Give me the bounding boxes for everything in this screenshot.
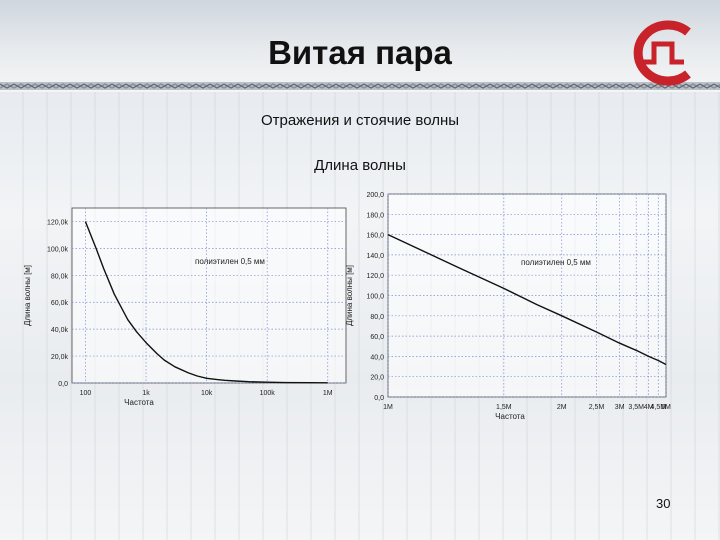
y-tick-label: 60,0k: [51, 300, 69, 307]
plot-frame: [71, 207, 347, 384]
y-tick-label: 20,0: [370, 375, 384, 382]
slide-header: [0, 0, 720, 92]
y-tick-label: 80,0: [370, 314, 384, 321]
section-heading: Длина волны: [314, 157, 406, 174]
header-rope-divider: [0, 82, 720, 90]
y-tick-label: 100,0: [366, 294, 384, 301]
x-tick-label: 3,5M: [628, 404, 644, 411]
x-tick-label: 100: [80, 390, 92, 397]
x-tick-label: 1,5M: [496, 404, 512, 411]
y-tick-label: 20,0k: [51, 354, 69, 361]
y-tick-label: 120,0: [366, 273, 384, 280]
y-axis-label: Длина волны [м]: [345, 265, 354, 326]
y-tick-label: 0,0: [374, 395, 384, 402]
y-tick-label: 60,0: [370, 334, 384, 341]
x-axis-label: Частота: [124, 398, 154, 407]
y-tick-label: 160,0: [366, 233, 384, 240]
y-tick-label: 100,0k: [47, 246, 69, 253]
x-tick-label: 10k: [201, 390, 213, 397]
chart-annotation: полиэтилен 0,5 мм: [521, 258, 591, 267]
x-tick-label: 1k: [142, 390, 150, 397]
y-tick-label: 180,0: [366, 212, 384, 219]
series-line: [387, 233, 667, 366]
y-tick-label: 120,0k: [47, 219, 69, 226]
chart-annotation: полиэтилен 0,5 мм: [195, 257, 265, 266]
charts-area: 0,0 20,0k 40,0k 60,0k 80,0k 100,0k 120,0k 100 1k…: [23, 192, 671, 421]
x-tick-label: 5M: [661, 404, 671, 411]
y-tick-label: 40,0k: [51, 327, 69, 334]
plot-frame: [387, 193, 667, 398]
x-tick-label: 2,5M: [589, 404, 605, 411]
y-tick-label: 200,0: [366, 192, 384, 199]
x-tick-label: 4,5M: [650, 404, 666, 411]
slide-subtitle: Отражения и стоячие волны: [260, 112, 460, 129]
chart-left: 0,0 20,0k 40,0k 60,0k 80,0k 100,0k 120,0k 100 1k…: [23, 207, 347, 407]
x-tick-label: 1M: [323, 390, 333, 397]
series-line: [84, 221, 328, 384]
y-tick-label: 40,0: [370, 354, 384, 361]
x-tick-label: 3M: [615, 404, 625, 411]
slide-title: Витая пара: [268, 34, 452, 71]
page-number: 30: [656, 496, 671, 511]
chart-right: 0,0 20,0 40,0 60,0 80,0 100,0 120,0 140,0 160,0 1…: [345, 192, 671, 421]
x-tick-label: 2M: [557, 404, 567, 411]
x-tick-label: 4M: [644, 404, 654, 411]
company-logo-icon: [633, 20, 691, 86]
x-tick-label: 1M: [383, 404, 393, 411]
x-tick-label: 100k: [260, 390, 276, 397]
y-tick-label: 140,0: [366, 253, 384, 260]
x-axis-label: Частота: [495, 412, 525, 421]
y-tick-label: 0,0: [58, 381, 68, 388]
y-tick-label: 80,0k: [51, 273, 69, 280]
y-axis-label: Длина волны [м]: [23, 265, 32, 326]
